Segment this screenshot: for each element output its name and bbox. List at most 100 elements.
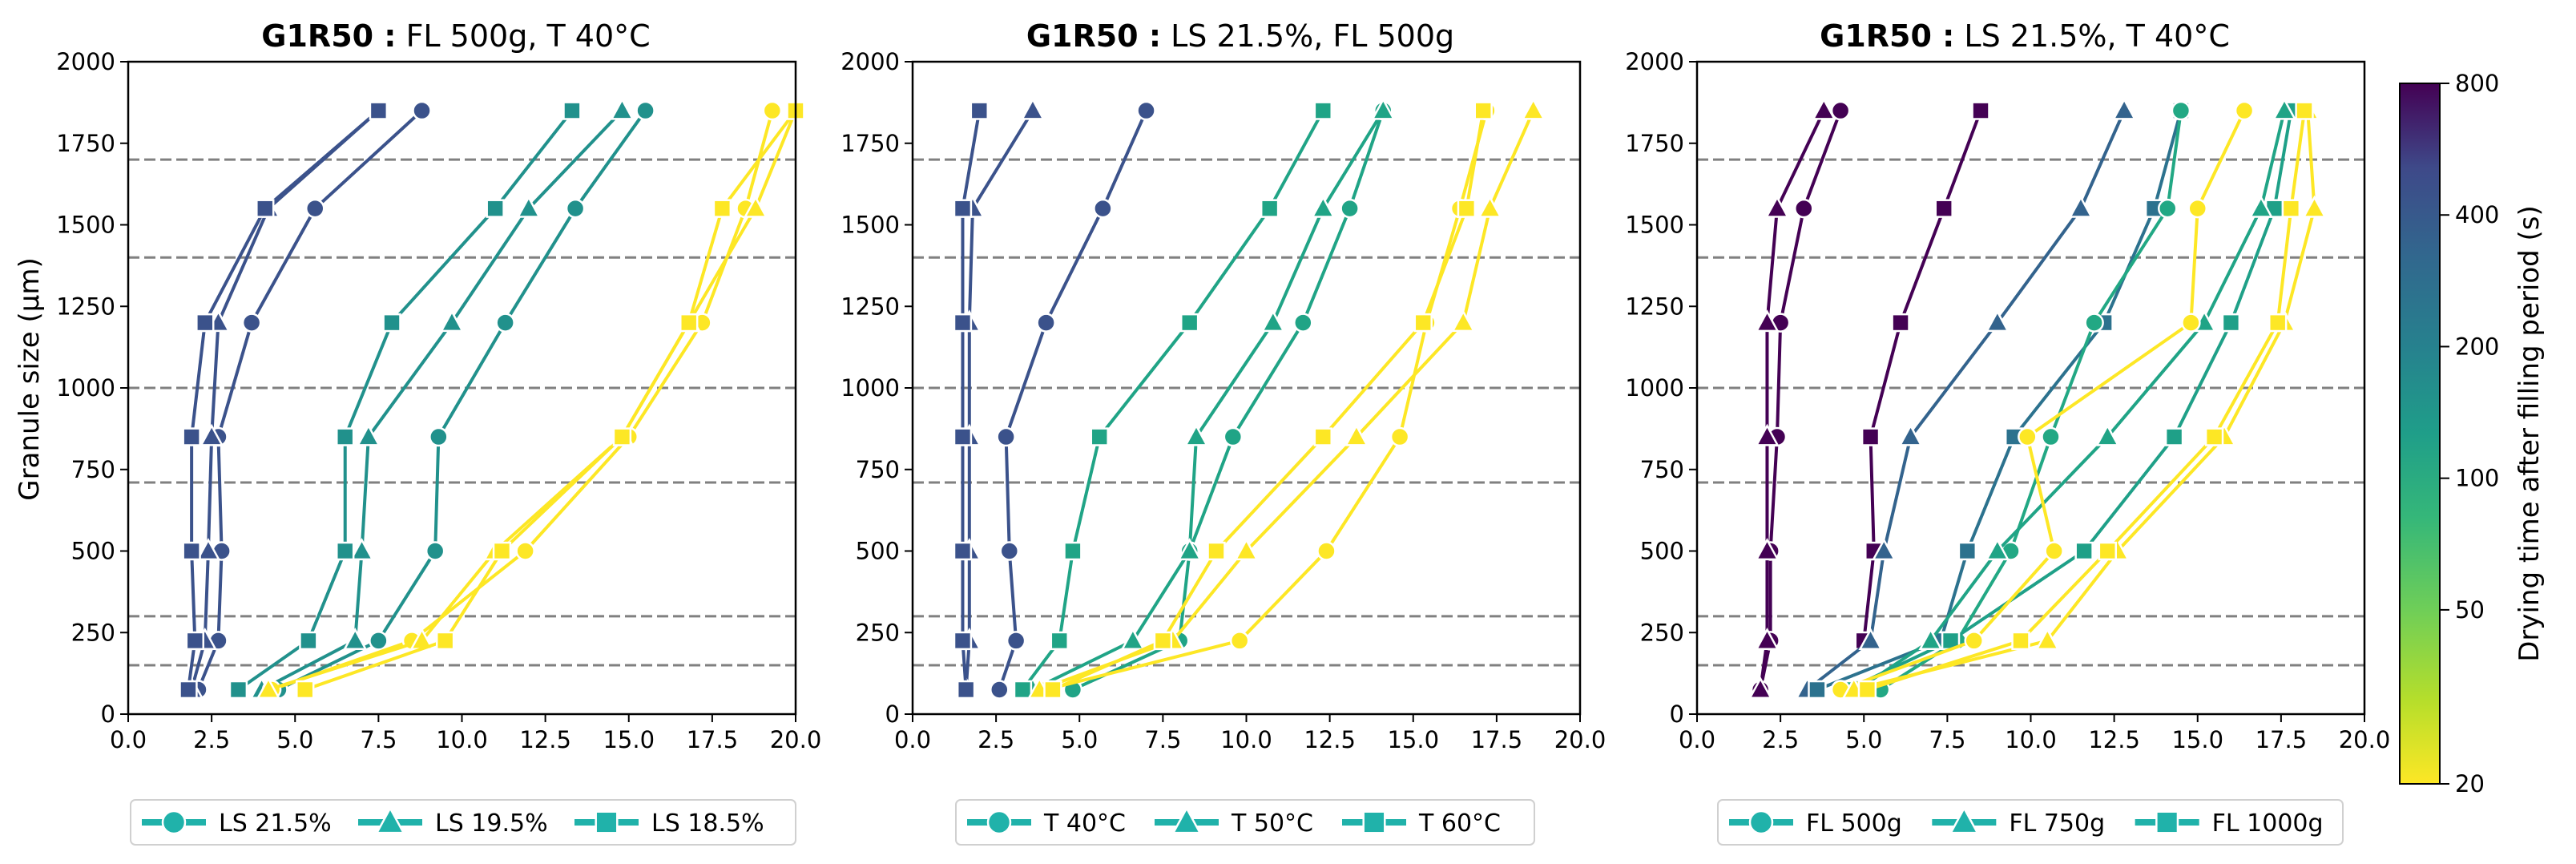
series-line (998, 110, 1148, 691)
data-series (1043, 101, 1493, 700)
data-point (1812, 97, 1836, 120)
data-point (179, 680, 198, 700)
data-point (1311, 195, 1336, 218)
data-point (1293, 313, 1313, 333)
data-point (228, 680, 248, 700)
y-tick-label: 750 (1640, 456, 1684, 483)
data-series (268, 100, 655, 700)
series-line (1816, 110, 2183, 692)
data-series (1062, 100, 1393, 700)
x-tick-label: 12.5 (1304, 726, 1356, 753)
x-tick-label: 15.0 (1387, 726, 1439, 753)
legend-marker (161, 809, 187, 835)
legend-label: T 50°C (1231, 809, 1313, 838)
y-tick-label: 500 (856, 538, 900, 565)
data-point (743, 195, 768, 218)
colorbar-tick-label: 20 (2455, 770, 2485, 797)
data-point (492, 541, 512, 561)
data-point (1521, 97, 1546, 120)
data-point (2171, 100, 2191, 121)
data-point (2041, 426, 2061, 447)
legend-marker (1748, 809, 1774, 835)
y-tick-label: 250 (71, 619, 115, 646)
data-point (439, 309, 465, 333)
x-tick-label: 10.0 (1220, 726, 1272, 753)
legend-marker (1171, 805, 1202, 834)
data-point (1985, 538, 2010, 561)
data-point (610, 97, 635, 120)
data-point (343, 628, 368, 650)
x-tick-label: 0.0 (1679, 726, 1715, 753)
series-line (260, 109, 623, 692)
data-point (996, 426, 1016, 447)
data-series (261, 100, 783, 700)
data-point (2074, 541, 2094, 561)
data-series (179, 101, 389, 700)
chart-title: G1R50 : LS 21.5%, T 40°C (1820, 18, 2230, 54)
data-series (228, 101, 582, 700)
data-point (1063, 541, 1082, 561)
data-point (2164, 427, 2184, 446)
data-point (2044, 541, 2064, 561)
data-point (1957, 541, 1977, 561)
data-point (1891, 313, 1910, 333)
series-line (1052, 110, 1486, 692)
data-point (304, 198, 325, 219)
data-point (486, 199, 505, 218)
data-point (1860, 427, 1881, 446)
data-point (1808, 680, 1827, 700)
data-point (953, 541, 973, 561)
chart-title-bold: G1R50 : (1026, 18, 1161, 54)
series-line (1862, 110, 1982, 641)
data-point (296, 680, 315, 700)
series-line (961, 110, 982, 690)
data-point (1120, 628, 1146, 650)
data-point (1858, 628, 1883, 650)
data-point (369, 101, 389, 120)
y-axis-label: Granule size (μm) (14, 257, 46, 500)
data-series (1837, 101, 2301, 700)
data-point (1477, 195, 1502, 218)
data-series (1013, 101, 1332, 700)
data-point (635, 100, 655, 121)
data-point (256, 199, 275, 218)
data-point (1755, 538, 1780, 561)
chart-title: G1R50 : FL 500g, T 40°C (261, 18, 650, 54)
data-point (382, 313, 401, 333)
x-tick-label: 7.5 (1144, 726, 1181, 753)
x-tick-label: 20.0 (770, 726, 822, 753)
chart-panel-1: G1R50 : FL 500g, T 40°C Granule size (μm… (14, 18, 822, 846)
data-series (1830, 100, 2255, 700)
data-point (516, 195, 541, 218)
y-tick-label: 500 (71, 538, 115, 565)
y-tick-label: 2000 (56, 48, 115, 75)
data-point (1223, 426, 1244, 447)
x-tick-label: 10.0 (2005, 726, 2057, 753)
data-point (565, 198, 586, 219)
data-point (1043, 680, 1062, 700)
data-series (256, 97, 808, 700)
data-point (196, 538, 221, 561)
data-point (1229, 631, 1250, 651)
data-point (2281, 199, 2301, 218)
data-point (956, 680, 976, 700)
data-point (953, 427, 973, 446)
data-point (299, 631, 318, 651)
series-line (1880, 110, 2183, 692)
data-point (2181, 313, 2201, 333)
data-point (2111, 97, 2137, 120)
data-point (1136, 100, 1156, 121)
x-tick-label: 0.0 (894, 726, 931, 753)
data-point (356, 423, 381, 446)
y-tick-label: 500 (1640, 538, 1684, 565)
legend-marker (986, 809, 1012, 835)
data-series (1036, 100, 1497, 700)
data-point (953, 631, 973, 651)
data-series (1844, 97, 2297, 700)
data-point (241, 313, 262, 333)
x-tick-label: 2.5 (1762, 726, 1799, 753)
data-point (2272, 97, 2297, 120)
data-point (515, 541, 535, 561)
legend-marker (1949, 805, 1980, 834)
data-point (369, 631, 389, 651)
